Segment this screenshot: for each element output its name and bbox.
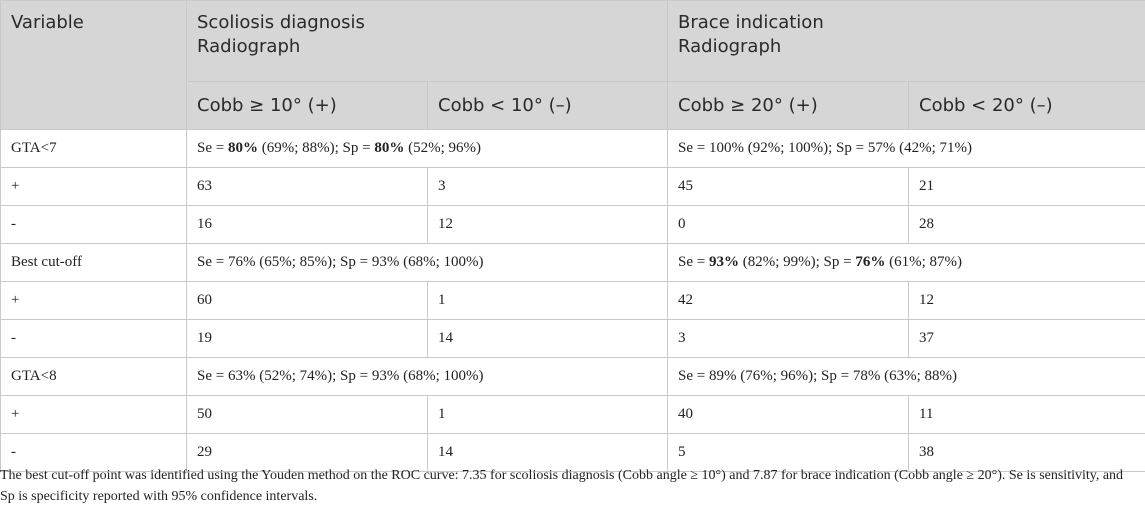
count-cell: 38 (908, 433, 1145, 472)
metric-prefix: Se = (678, 368, 709, 384)
row-label: + (0, 167, 187, 206)
metric-middle: (76%; 96%); Sp = (736, 368, 853, 384)
summary-row: Best cut-off Se = 76% (65%; 85%); Sp = 93… (0, 243, 1145, 282)
count-cell: 28 (908, 205, 1145, 244)
specificity-value: 80% (374, 140, 405, 156)
header-cobb10-positive: Cobb ≥ 10° (+) (186, 81, 428, 130)
row-label: + (0, 395, 187, 434)
count-cell: 16 (186, 205, 428, 244)
count-cell: 19 (186, 319, 428, 358)
summary-row: GTA<8 Se = 63% (52%; 74%); Sp = 93% (68%;… (0, 357, 1145, 396)
specificity-value: 76% (855, 254, 886, 270)
brace-metrics: Se = 89% (76%; 96%); Sp = 78% (63%; 88%) (667, 357, 1145, 396)
count-cell: 42 (667, 281, 910, 320)
table-caption: The best cut-off point was identified us… (0, 468, 1124, 504)
header-variable: Variable (0, 0, 187, 130)
count-row: +60 1 42 12 (0, 281, 1145, 320)
count-row: -19 14 3 37 (0, 319, 1145, 358)
count-row: +50 1 40 11 (0, 395, 1145, 434)
row-label: - (0, 205, 187, 244)
metric-middle: (65%; 85%); Sp = (255, 254, 372, 270)
metric-suffix: (68%; 100%) (399, 368, 484, 384)
metric-suffix: (61%; 87%) (885, 254, 963, 270)
count-cell: 63 (186, 167, 428, 206)
row-label: GTA<7 (0, 129, 187, 168)
count-cell: 21 (908, 167, 1145, 206)
header-brace-line2: Radiograph (678, 36, 782, 57)
count-cell: 14 (426, 433, 669, 472)
sensitivity-value: 63% (227, 368, 256, 384)
count-row: -16 12 0 28 (0, 205, 1145, 244)
results-table: Variable Scoliosis diagnosis Radiograph … (0, 0, 1145, 472)
sensitivity-value: 93% (708, 254, 739, 270)
table-body: GTA<7 Se = 80% (69%; 88%); Sp = 80% (52%;… (0, 129, 1145, 472)
metric-prefix: Se = (197, 254, 228, 270)
count-cell: 1 (426, 281, 669, 320)
row-label: - (0, 433, 187, 472)
count-row: +63 3 45 21 (0, 167, 1145, 206)
header-brace-group: Brace indication Radiograph (667, 0, 1145, 82)
brace-metrics: Se = 93% (82%; 99%); Sp = 76% (61%; 87%) (667, 243, 1145, 282)
metric-middle: (82%; 99%); Sp = (738, 254, 856, 270)
sensitivity-value: 89% (708, 368, 737, 384)
count-cell: 5 (667, 433, 910, 472)
count-cell: 11 (908, 395, 1145, 434)
summary-row: GTA<7 Se = 80% (69%; 88%); Sp = 80% (52%;… (0, 129, 1145, 168)
count-cell: 12 (426, 205, 669, 244)
specificity-value: 57% (867, 140, 896, 156)
header-scoliosis-group: Scoliosis diagnosis Radiograph (185, 0, 669, 82)
count-cell: 45 (667, 167, 910, 206)
row-label: - (0, 319, 187, 358)
header-cobb10-negative: Cobb < 10° (–) (426, 81, 669, 130)
metric-middle: (52%; 74%); Sp = (255, 368, 372, 384)
count-cell: 3 (667, 319, 910, 358)
row-label: + (0, 281, 187, 320)
specificity-value: 93% (371, 254, 400, 270)
metric-suffix: (42%; 71%) (895, 140, 973, 156)
metric-prefix: Se = (678, 254, 709, 270)
sensitivity-value: 76% (227, 254, 256, 270)
count-cell: 14 (426, 319, 669, 358)
count-cell: 37 (908, 319, 1145, 358)
count-cell: 0 (667, 205, 910, 244)
header-brace-line1: Brace indication (678, 12, 824, 33)
count-cell: 1 (426, 395, 669, 434)
count-cell: 12 (908, 281, 1145, 320)
count-cell: 50 (186, 395, 428, 434)
scoliosis-metrics: Se = 76% (65%; 85%); Sp = 93% (68%; 100%… (185, 243, 669, 282)
header-scoliosis-line2: Radiograph (197, 36, 301, 57)
sensitivity-value: 80% (227, 140, 258, 156)
brace-metrics: Se = 100% (92%; 100%); Sp = 57% (42%; 71… (667, 129, 1145, 168)
count-cell: 60 (186, 281, 428, 320)
metric-middle: (92%; 100%); Sp = (743, 140, 868, 156)
count-cell: 40 (667, 395, 910, 434)
specificity-value: 78% (852, 368, 881, 384)
metric-prefix: Se = (197, 368, 228, 384)
header-cobb20-positive: Cobb ≥ 20° (+) (667, 81, 910, 130)
row-label: GTA<8 (0, 357, 187, 396)
specificity-value: 93% (371, 368, 400, 384)
table-header: Variable Scoliosis diagnosis Radiograph … (0, 0, 1145, 130)
header-cobb20-negative: Cobb < 20° (–) (908, 81, 1145, 130)
header-scoliosis-line1: Scoliosis diagnosis (197, 12, 365, 33)
metric-prefix: Se = (678, 140, 709, 156)
count-row: -29 14 5 38 (0, 433, 1145, 472)
metric-suffix: (63%; 88%) (880, 368, 958, 384)
metric-middle: (69%; 88%); Sp = (257, 140, 375, 156)
row-label: Best cut-off (0, 243, 187, 282)
scoliosis-metrics: Se = 63% (52%; 74%); Sp = 93% (68%; 100%… (185, 357, 669, 396)
metric-suffix: (52%; 96%) (404, 140, 481, 156)
metric-suffix: (68%; 100%) (399, 254, 484, 270)
metric-prefix: Se = (197, 140, 228, 156)
sensitivity-value: 100% (708, 140, 744, 156)
count-cell: 3 (426, 167, 669, 206)
scoliosis-metrics: Se = 80% (69%; 88%); Sp = 80% (52%; 96%) (185, 129, 669, 168)
